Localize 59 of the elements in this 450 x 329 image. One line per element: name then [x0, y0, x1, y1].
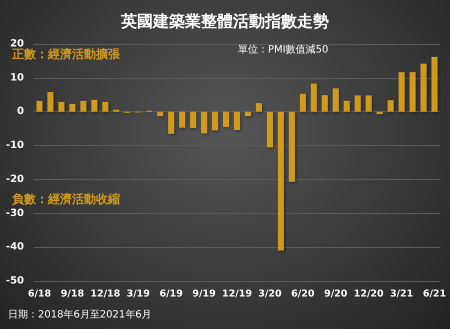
x-tick-label: 6/19 — [160, 288, 183, 300]
bar — [322, 95, 328, 112]
annotation: 正數：經濟活動擴張 — [11, 47, 121, 61]
y-tick-label: 10 — [10, 72, 24, 84]
bar — [91, 100, 98, 112]
bar — [36, 100, 43, 112]
bar — [288, 112, 295, 182]
bar — [234, 112, 240, 130]
x-tick-label: 12/19 — [222, 288, 252, 300]
x-tick-label: 6/21 — [422, 288, 446, 300]
annotation: 負數：經濟活動收縮 — [12, 192, 120, 206]
y-tick-label: -10 — [6, 140, 24, 152]
y-tick-label: 0 — [17, 106, 24, 118]
x-tick-label: 6/18 — [28, 288, 52, 300]
bar — [58, 102, 64, 112]
bar — [398, 72, 405, 112]
x-tick-label: 9/19 — [192, 288, 216, 300]
x-tick-label: 9/20 — [324, 288, 348, 300]
y-tick-label: -50 — [6, 276, 24, 286]
bar — [168, 112, 174, 134]
x-tick-label: 9/18 — [60, 288, 84, 300]
bar — [223, 112, 230, 127]
bar — [410, 72, 416, 112]
x-tick-label: 12/20 — [354, 288, 384, 300]
bar — [47, 92, 54, 112]
x-tick-label: 6/20 — [291, 288, 315, 300]
y-tick-label: -30 — [6, 208, 24, 219]
bar — [420, 64, 427, 112]
bar — [212, 112, 218, 130]
x-tick-label: 3/19 — [126, 288, 150, 300]
x-tick-label: 12/18 — [90, 288, 121, 300]
bar — [310, 84, 317, 112]
chart-title: 英國建築業整體活動指數走勢 — [120, 12, 329, 30]
bar — [69, 104, 76, 112]
bar — [80, 100, 86, 112]
bar — [179, 112, 186, 128]
bar — [431, 56, 438, 112]
bar — [278, 112, 284, 251]
bar — [332, 88, 339, 112]
annotation: 單位：PMI數值減50 — [238, 44, 328, 56]
bar — [266, 112, 273, 148]
bar — [344, 100, 350, 112]
y-tick-label: -40 — [6, 242, 24, 253]
x-tick-label: 3/20 — [258, 288, 282, 300]
x-tick-label: 3/21 — [390, 288, 414, 300]
bar — [256, 103, 262, 112]
bar — [190, 112, 196, 128]
text: 日期：2018年6月至2021年6月 — [8, 308, 152, 320]
bar — [354, 95, 361, 112]
bar — [300, 94, 306, 112]
y-tick-label: 20 — [10, 38, 24, 50]
bar — [157, 112, 164, 116]
bar — [388, 100, 394, 112]
bar — [366, 95, 372, 112]
bar — [201, 112, 208, 134]
y-tick-label: -20 — [6, 174, 24, 185]
bar — [244, 112, 251, 116]
bar — [102, 102, 108, 112]
bar — [376, 112, 383, 114]
